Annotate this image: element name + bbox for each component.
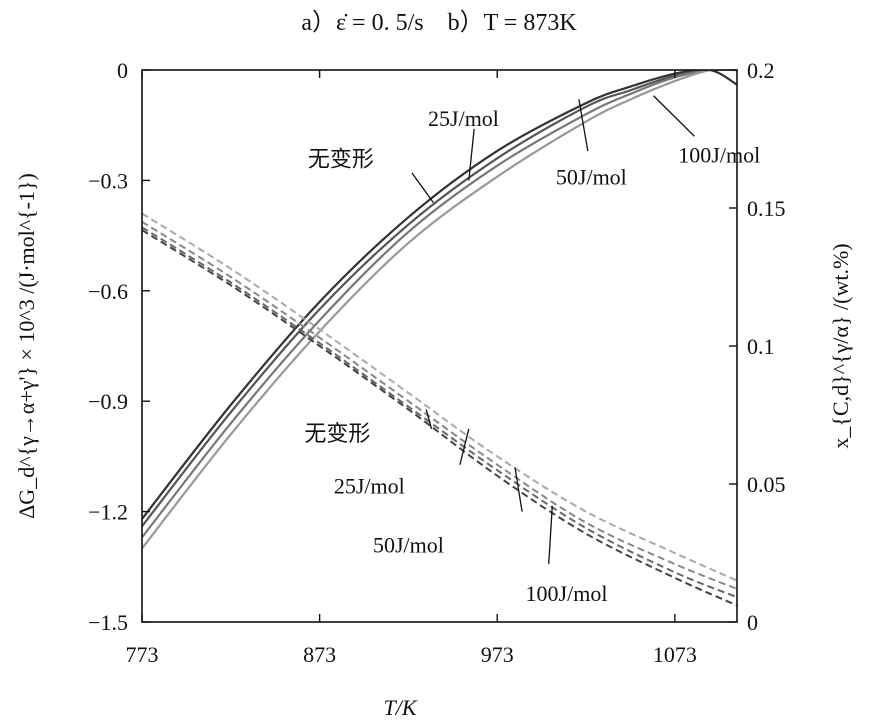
annotation-label-4: 100J/mol [678, 143, 760, 168]
x-tick-label-1: 773 [126, 642, 159, 667]
annotation-leader-3 [578, 99, 589, 152]
annotation-layer: 25J/mol 无变形 50J/mol 100J/mol 无变形 25J/mol 50J/m… [304, 95, 760, 606]
annotation-label-6: 25J/mol [334, 473, 405, 498]
annotation-label-3: 50J/mol [556, 165, 627, 190]
y-tick-label-6: −1.5 [88, 610, 128, 635]
ticks-layer: 773 873 973 1073 0 −0.3 −0.6 −0.9 −1.2 −1.5 0.2 0.1… [88, 58, 785, 667]
y2-axis-label: x_{C,d}^{γ/α} /(wt.%) [828, 243, 853, 448]
y-tick-label-2: −0.3 [88, 168, 128, 193]
annotation-leader-4 [653, 95, 695, 137]
annotation-leader-6 [459, 428, 470, 465]
y2-tick-label-4: 0.05 [747, 472, 786, 497]
annotation-label-1: 25J/mol [428, 106, 499, 131]
series-line-2 [142, 70, 737, 527]
series-line-6 [142, 226, 737, 599]
annotation-leader-2 [411, 172, 434, 203]
y-tick-label-5: −1.2 [88, 500, 128, 525]
annotation-label-8: 100J/mol [526, 581, 608, 606]
x-tick-label-4: 1073 [653, 642, 697, 667]
annotation-leader-5 [425, 409, 433, 429]
series-line-5 [142, 229, 737, 607]
y2-tick-label-3: 0.1 [747, 334, 775, 359]
y-axis-label: ΔG_d^{γ→α+γ'} × 10^3 /(J·mol^{-1}) [14, 173, 39, 519]
x-axis-label: T/K [383, 695, 417, 720]
annotation-label-5: 无变形 [304, 421, 370, 446]
y-tick-label-1: 0 [117, 58, 128, 83]
y-tick-label-4: −0.9 [88, 389, 128, 414]
series-line-1 [142, 70, 737, 520]
y2-tick-label-2: 0.15 [747, 196, 786, 221]
x-tick-label-3: 973 [481, 642, 514, 667]
series-line-3 [142, 70, 737, 539]
y-tick-label-3: −0.6 [88, 279, 128, 304]
series-line-7 [142, 220, 737, 590]
annotation-leader-8 [548, 506, 553, 565]
annotation-label-7: 50J/mol [373, 533, 444, 558]
annotation-leader-1 [468, 128, 475, 181]
series-line-8 [142, 212, 737, 582]
y2-tick-label-1: 0.2 [747, 58, 775, 83]
x-tick-label-2: 873 [303, 642, 336, 667]
chart-title: a）ε̇ = 0. 5/s b）T = 873K [301, 10, 577, 36]
y2-tick-label-5: 0 [747, 610, 758, 635]
series-line-4 [142, 70, 737, 550]
series-layer [142, 70, 737, 607]
annotation-label-2: 无变形 [308, 146, 374, 171]
annotation-leader-7 [514, 467, 523, 512]
